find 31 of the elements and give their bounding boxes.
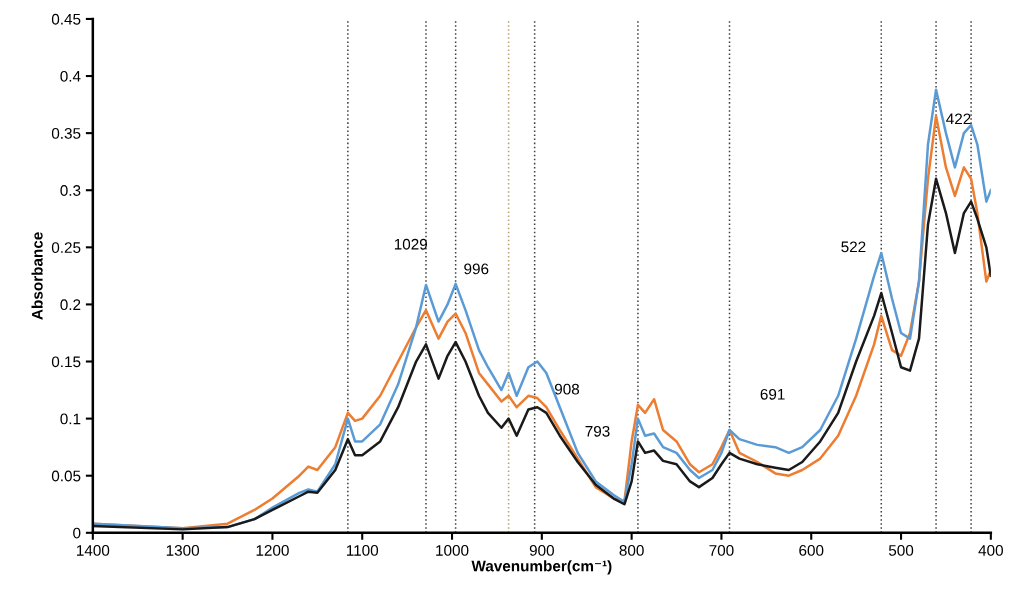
x-tick-label: 1100 — [346, 545, 379, 556]
annotation: 422 — [946, 113, 971, 125]
y-axis-title: Absorbance — [31, 232, 43, 320]
annotation: 691 — [760, 388, 785, 400]
line-series — [92, 177, 991, 531]
annotation: 996 — [464, 263, 489, 275]
y-tick-label: 0.45 — [51, 13, 81, 25]
x-tick-label: 1200 — [256, 545, 289, 556]
x-tick-label: 400 — [978, 545, 1003, 556]
y-tick-label: 0.4 — [60, 70, 81, 82]
x-tick-label: 900 — [529, 545, 554, 556]
x-tick-label: 1000 — [436, 545, 469, 556]
x-tick-label: 1300 — [166, 545, 200, 556]
annotation: 908 — [554, 383, 580, 395]
x-axis-title: Wavenumber(cm⁻¹) — [471, 560, 612, 575]
y-tick-label: 0.15 — [51, 356, 81, 368]
annotation: 1029 — [394, 238, 427, 250]
y-tick-label: 0.25 — [51, 242, 81, 254]
x-tick-label: 600 — [799, 545, 824, 556]
y-tick-label: 0.05 — [51, 470, 81, 482]
y-tick-label: 0.2 — [60, 299, 81, 311]
y-tick-label: 0 — [73, 527, 81, 539]
y-tick-label: 0.3 — [60, 185, 81, 196]
x-tick-label: 800 — [619, 545, 644, 556]
y-tick-label: 0.35 — [51, 128, 81, 139]
annotation: 793 — [585, 425, 610, 437]
x-tick-label: 700 — [709, 545, 734, 556]
x-tick-label: 1400 — [77, 545, 110, 556]
y-tick-label: 0.1 — [60, 413, 81, 425]
x-tick-label: 500 — [888, 545, 914, 556]
annotation: 522 — [841, 241, 866, 253]
